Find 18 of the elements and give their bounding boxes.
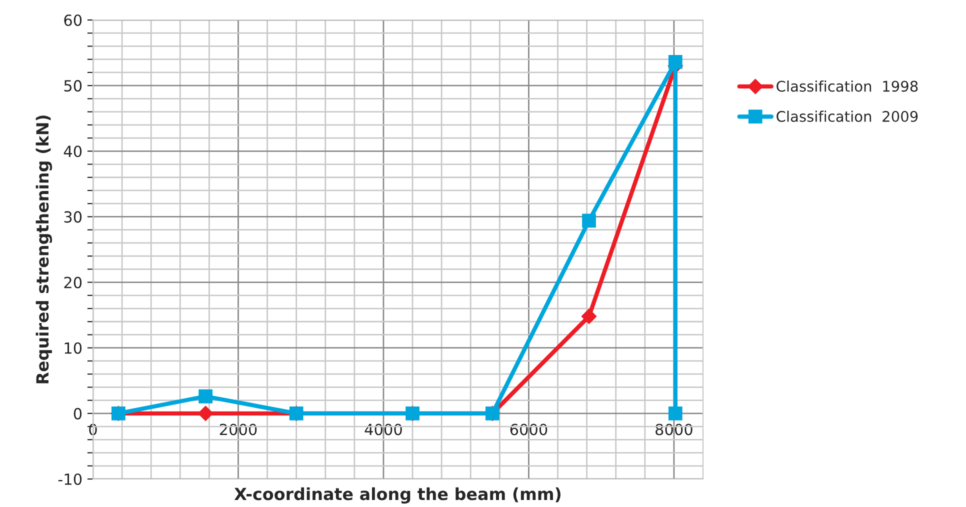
x-axis-title: X-coordinate along the beam (mm) — [234, 487, 560, 504]
point — [668, 406, 682, 420]
y-tick-label: 40 — [64, 146, 82, 158]
legend-label: Classification 2009 — [776, 110, 918, 122]
y-axis-title: Required strengthening (kN) — [36, 116, 52, 384]
point — [198, 389, 213, 404]
y-tick-label: 30 — [64, 211, 82, 223]
legend-label: Classification 1998 — [776, 80, 918, 92]
y-tick-label: 10 — [64, 342, 82, 354]
y-tick-label: -10 — [58, 473, 82, 486]
point — [582, 214, 596, 228]
y-tick-label: 50 — [64, 80, 82, 92]
point — [581, 308, 597, 324]
y-tick-label: 60 — [64, 14, 82, 26]
point — [198, 406, 214, 421]
y-tick-label: 20 — [64, 276, 82, 288]
y-tick-label: 0 — [74, 408, 82, 420]
point — [668, 55, 682, 69]
